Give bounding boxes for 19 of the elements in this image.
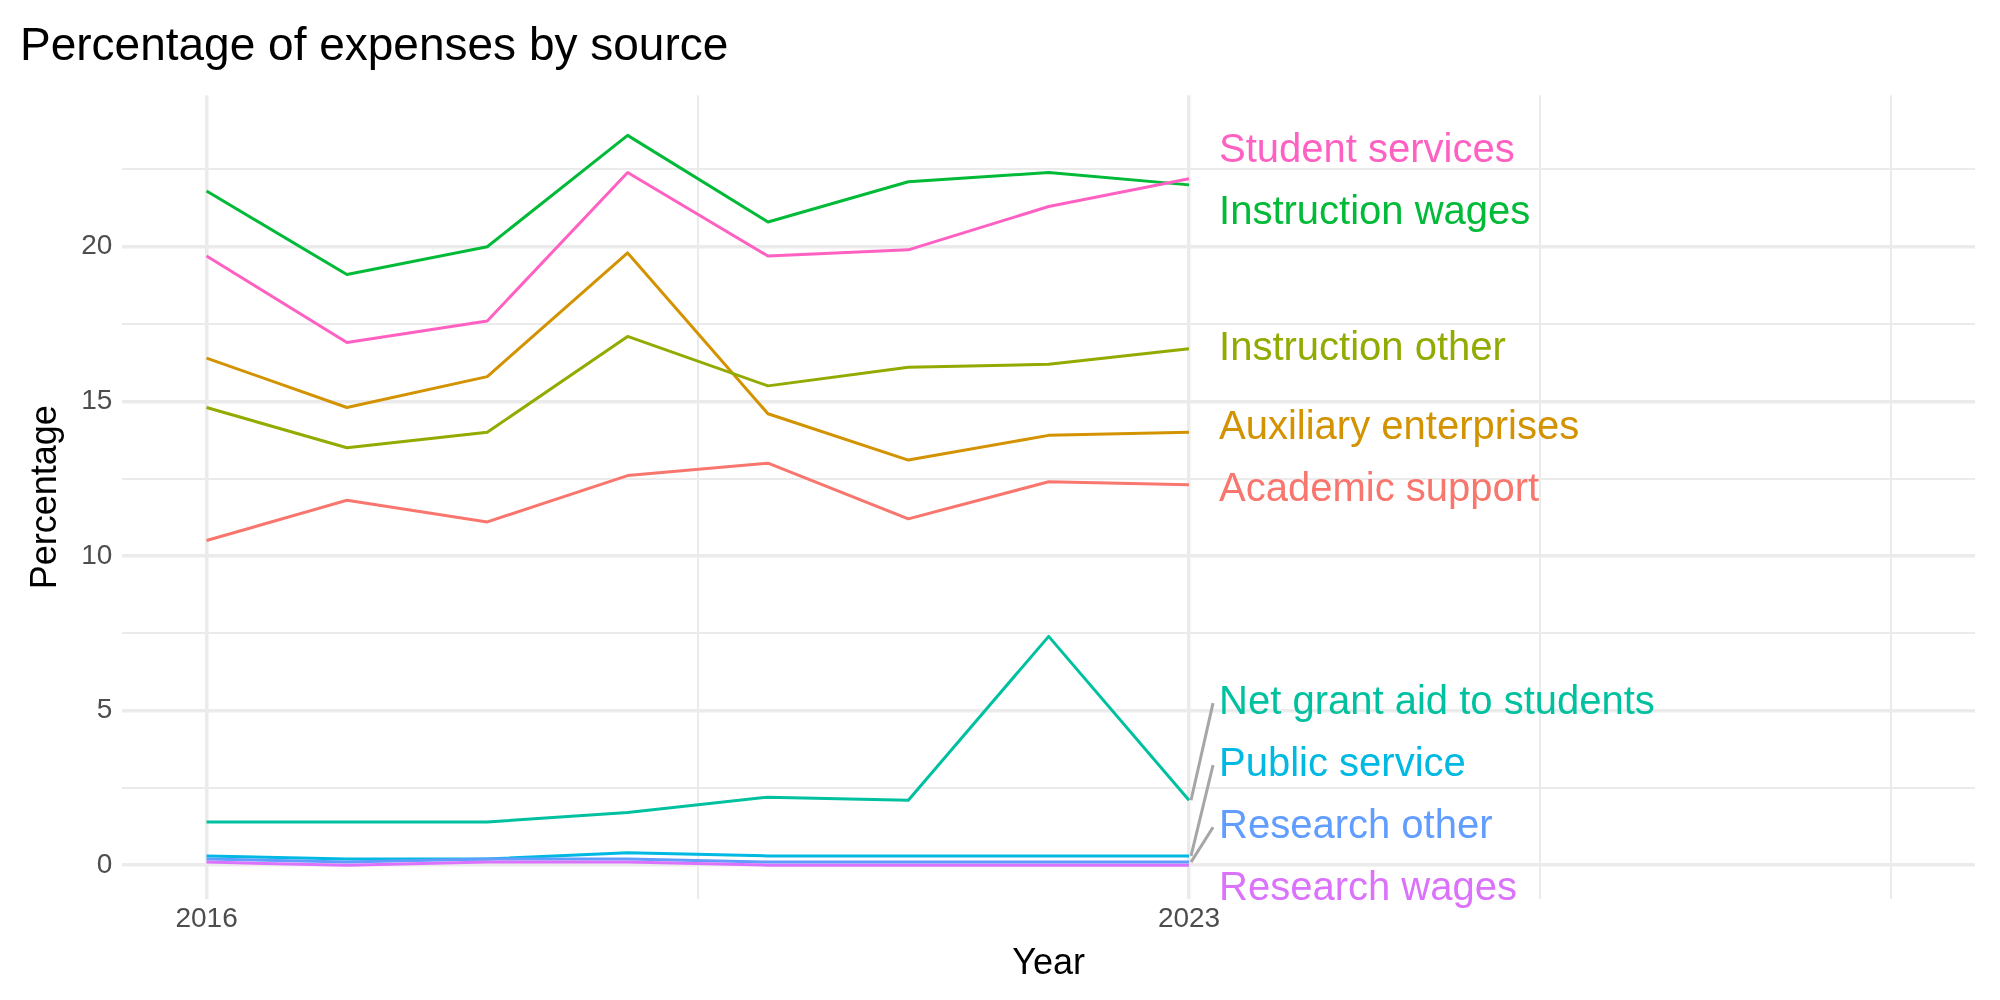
y-axis-title: Percentage [22, 405, 64, 590]
y-tick-label: 5 [96, 693, 113, 725]
x-tick-label: 2016 [175, 901, 238, 933]
series-label: Instruction wages [1219, 187, 1531, 232]
chart-title: Percentage of expenses by source [20, 18, 729, 71]
series-label: Auxiliary enterprises [1219, 402, 1580, 447]
y-tick-label: 0 [96, 847, 113, 879]
series-label: Research other [1219, 802, 1493, 847]
x-axis-title: Year [1012, 941, 1086, 983]
series-label: Public service [1219, 740, 1466, 785]
y-tick-label: 15 [81, 384, 113, 416]
y-tick-label: 10 [81, 538, 113, 570]
x-tick-label: 2023 [1157, 901, 1221, 933]
y-tick-label: 20 [81, 229, 113, 261]
series-label: Net grant aid to students [1219, 678, 1655, 723]
series-label: Research wages [1219, 864, 1517, 909]
series-label: Student services [1219, 125, 1515, 170]
series-label: Instruction other [1219, 323, 1506, 368]
series-label: Academic support [1219, 464, 1540, 509]
